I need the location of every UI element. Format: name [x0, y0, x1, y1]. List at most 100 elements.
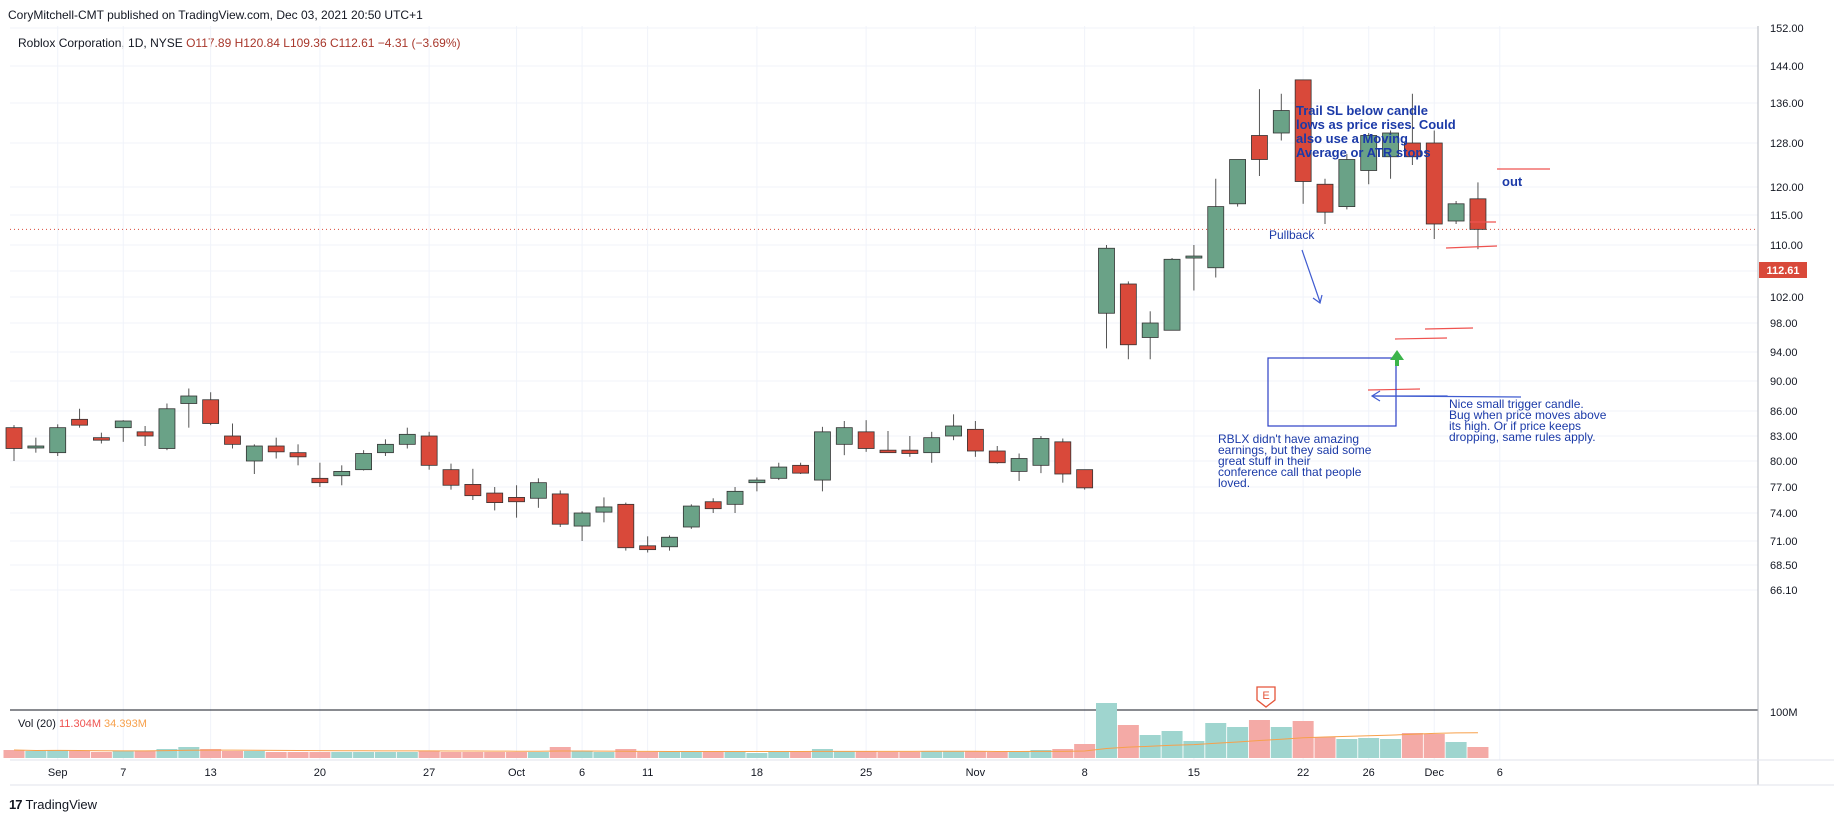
candle-body: [573, 512, 591, 527]
candle-body: [814, 431, 831, 481]
candle: [442, 463, 460, 490]
earnings-marker[interactable]: E: [1256, 686, 1276, 708]
candle-body: [639, 545, 657, 551]
candle: [202, 392, 220, 426]
candle: [988, 446, 1006, 464]
candle-body: [923, 437, 941, 454]
candle-body: [530, 482, 547, 499]
tradingview-brand[interactable]: 17 TradingView: [9, 797, 97, 812]
trigger-box: [1267, 357, 1397, 427]
candle-body: [377, 443, 394, 454]
time-tick-label: 18: [751, 767, 763, 779]
volume-bar: [112, 751, 134, 758]
candle-body: [661, 536, 678, 548]
volume-bar: [855, 751, 877, 758]
candle: [1447, 201, 1465, 224]
candle: [639, 536, 657, 553]
volume-bar: [746, 753, 768, 758]
candle: [1207, 178, 1225, 278]
candle: [1316, 178, 1334, 224]
candle: [530, 478, 547, 508]
candle-body: [967, 428, 984, 452]
time-tick-label: 15: [1188, 767, 1200, 779]
candle-body: [289, 452, 307, 458]
time-tick-label: 13: [205, 767, 217, 779]
volume-bar: [353, 752, 375, 758]
volume-bar: [222, 751, 243, 758]
volume-bar: [1183, 741, 1205, 758]
volume-bar: [899, 752, 921, 758]
volume-bar: [178, 747, 200, 758]
candle: [27, 437, 45, 453]
price-tick-label: 120.00: [1770, 182, 1804, 194]
candle-body: [857, 431, 875, 449]
time-tick-label: Nov: [966, 767, 986, 779]
candle-body: [114, 420, 132, 429]
candle: [748, 477, 766, 492]
candle: [792, 462, 809, 474]
volume-bar: [396, 752, 418, 758]
volume-bar: [1314, 737, 1336, 758]
volume-bar: [964, 751, 986, 758]
candle-body: [1338, 159, 1356, 207]
candle: [682, 504, 700, 529]
symbol-legend: Roblox Corporation, 1D, NYSE O117.89 H12…: [18, 36, 461, 50]
volume-bar: [309, 752, 331, 758]
volume-bar: [484, 752, 506, 758]
time-tick-label: Oct: [508, 767, 525, 779]
trigger-arrow: [1370, 390, 1522, 402]
volume-bar: [1227, 727, 1249, 758]
candle: [224, 423, 241, 449]
volume-bar: [243, 751, 265, 758]
candle-body: [1054, 441, 1072, 475]
candle: [136, 426, 154, 446]
candle: [1294, 79, 1312, 204]
volume-value: 11.304M: [58, 718, 101, 730]
price-tick-label: 98.00: [1770, 318, 1798, 330]
candle: [1425, 130, 1443, 239]
volume-bar: [1030, 750, 1052, 758]
stop-loss-lines: [1367, 168, 1550, 391]
volume-bar: [1336, 739, 1358, 758]
candle: [245, 444, 263, 474]
price-axis[interactable]: 152.00 144.00 136.00 128.00 120.00 115.00 110.…: [1770, 23, 1804, 719]
time-tick-label: 26: [1363, 767, 1375, 779]
candle-body: [508, 496, 525, 503]
time-tick-label: 22: [1297, 767, 1309, 779]
candle: [180, 388, 198, 428]
candle-body: [901, 449, 919, 454]
candle-body: [726, 490, 744, 505]
price-tick-label: 86.00: [1770, 406, 1798, 418]
volume-label[interactable]: Vol (20): [18, 718, 56, 730]
candle: [551, 490, 569, 527]
candle-body: [1207, 206, 1225, 269]
volume-bar: [90, 752, 112, 758]
volume-bar: [3, 750, 25, 758]
symbol-title[interactable]: Roblox Corporation, 1D, NYSE: [18, 36, 183, 50]
volume-bar: [549, 747, 571, 758]
candle-body: [5, 427, 23, 449]
price-tick-label: 90.00: [1770, 376, 1798, 388]
candle-body: [1098, 247, 1115, 314]
volume-bar: [943, 751, 965, 758]
candle: [508, 485, 525, 518]
candle-body: [1229, 159, 1246, 205]
candle-body: [792, 464, 809, 474]
volume-bar: [200, 749, 222, 758]
candle: [267, 437, 285, 459]
time-tick-label: Sep: [48, 767, 68, 779]
price-tick-label: 77.00: [1770, 482, 1798, 494]
candle: [1229, 159, 1246, 207]
candle: [1032, 436, 1050, 474]
brand-name: TradingView: [25, 797, 98, 812]
candle-body: [180, 395, 198, 404]
volume-bar: [811, 749, 833, 758]
price-tick-label: 68.50: [1770, 560, 1798, 572]
annotation-out: out: [1502, 174, 1523, 189]
time-axis[interactable]: Sep 7 13 20 27 Oct 6 11 18 25 Nov 8 15 22 26 Dec 6: [48, 767, 1503, 779]
tradingview-logo-icon: 17: [9, 797, 23, 812]
candle-body: [770, 466, 788, 479]
candle-body: [1425, 142, 1443, 225]
annotation-rblx-earnings: RBLX didn't have amazing earnings, but t…: [1218, 432, 1375, 490]
